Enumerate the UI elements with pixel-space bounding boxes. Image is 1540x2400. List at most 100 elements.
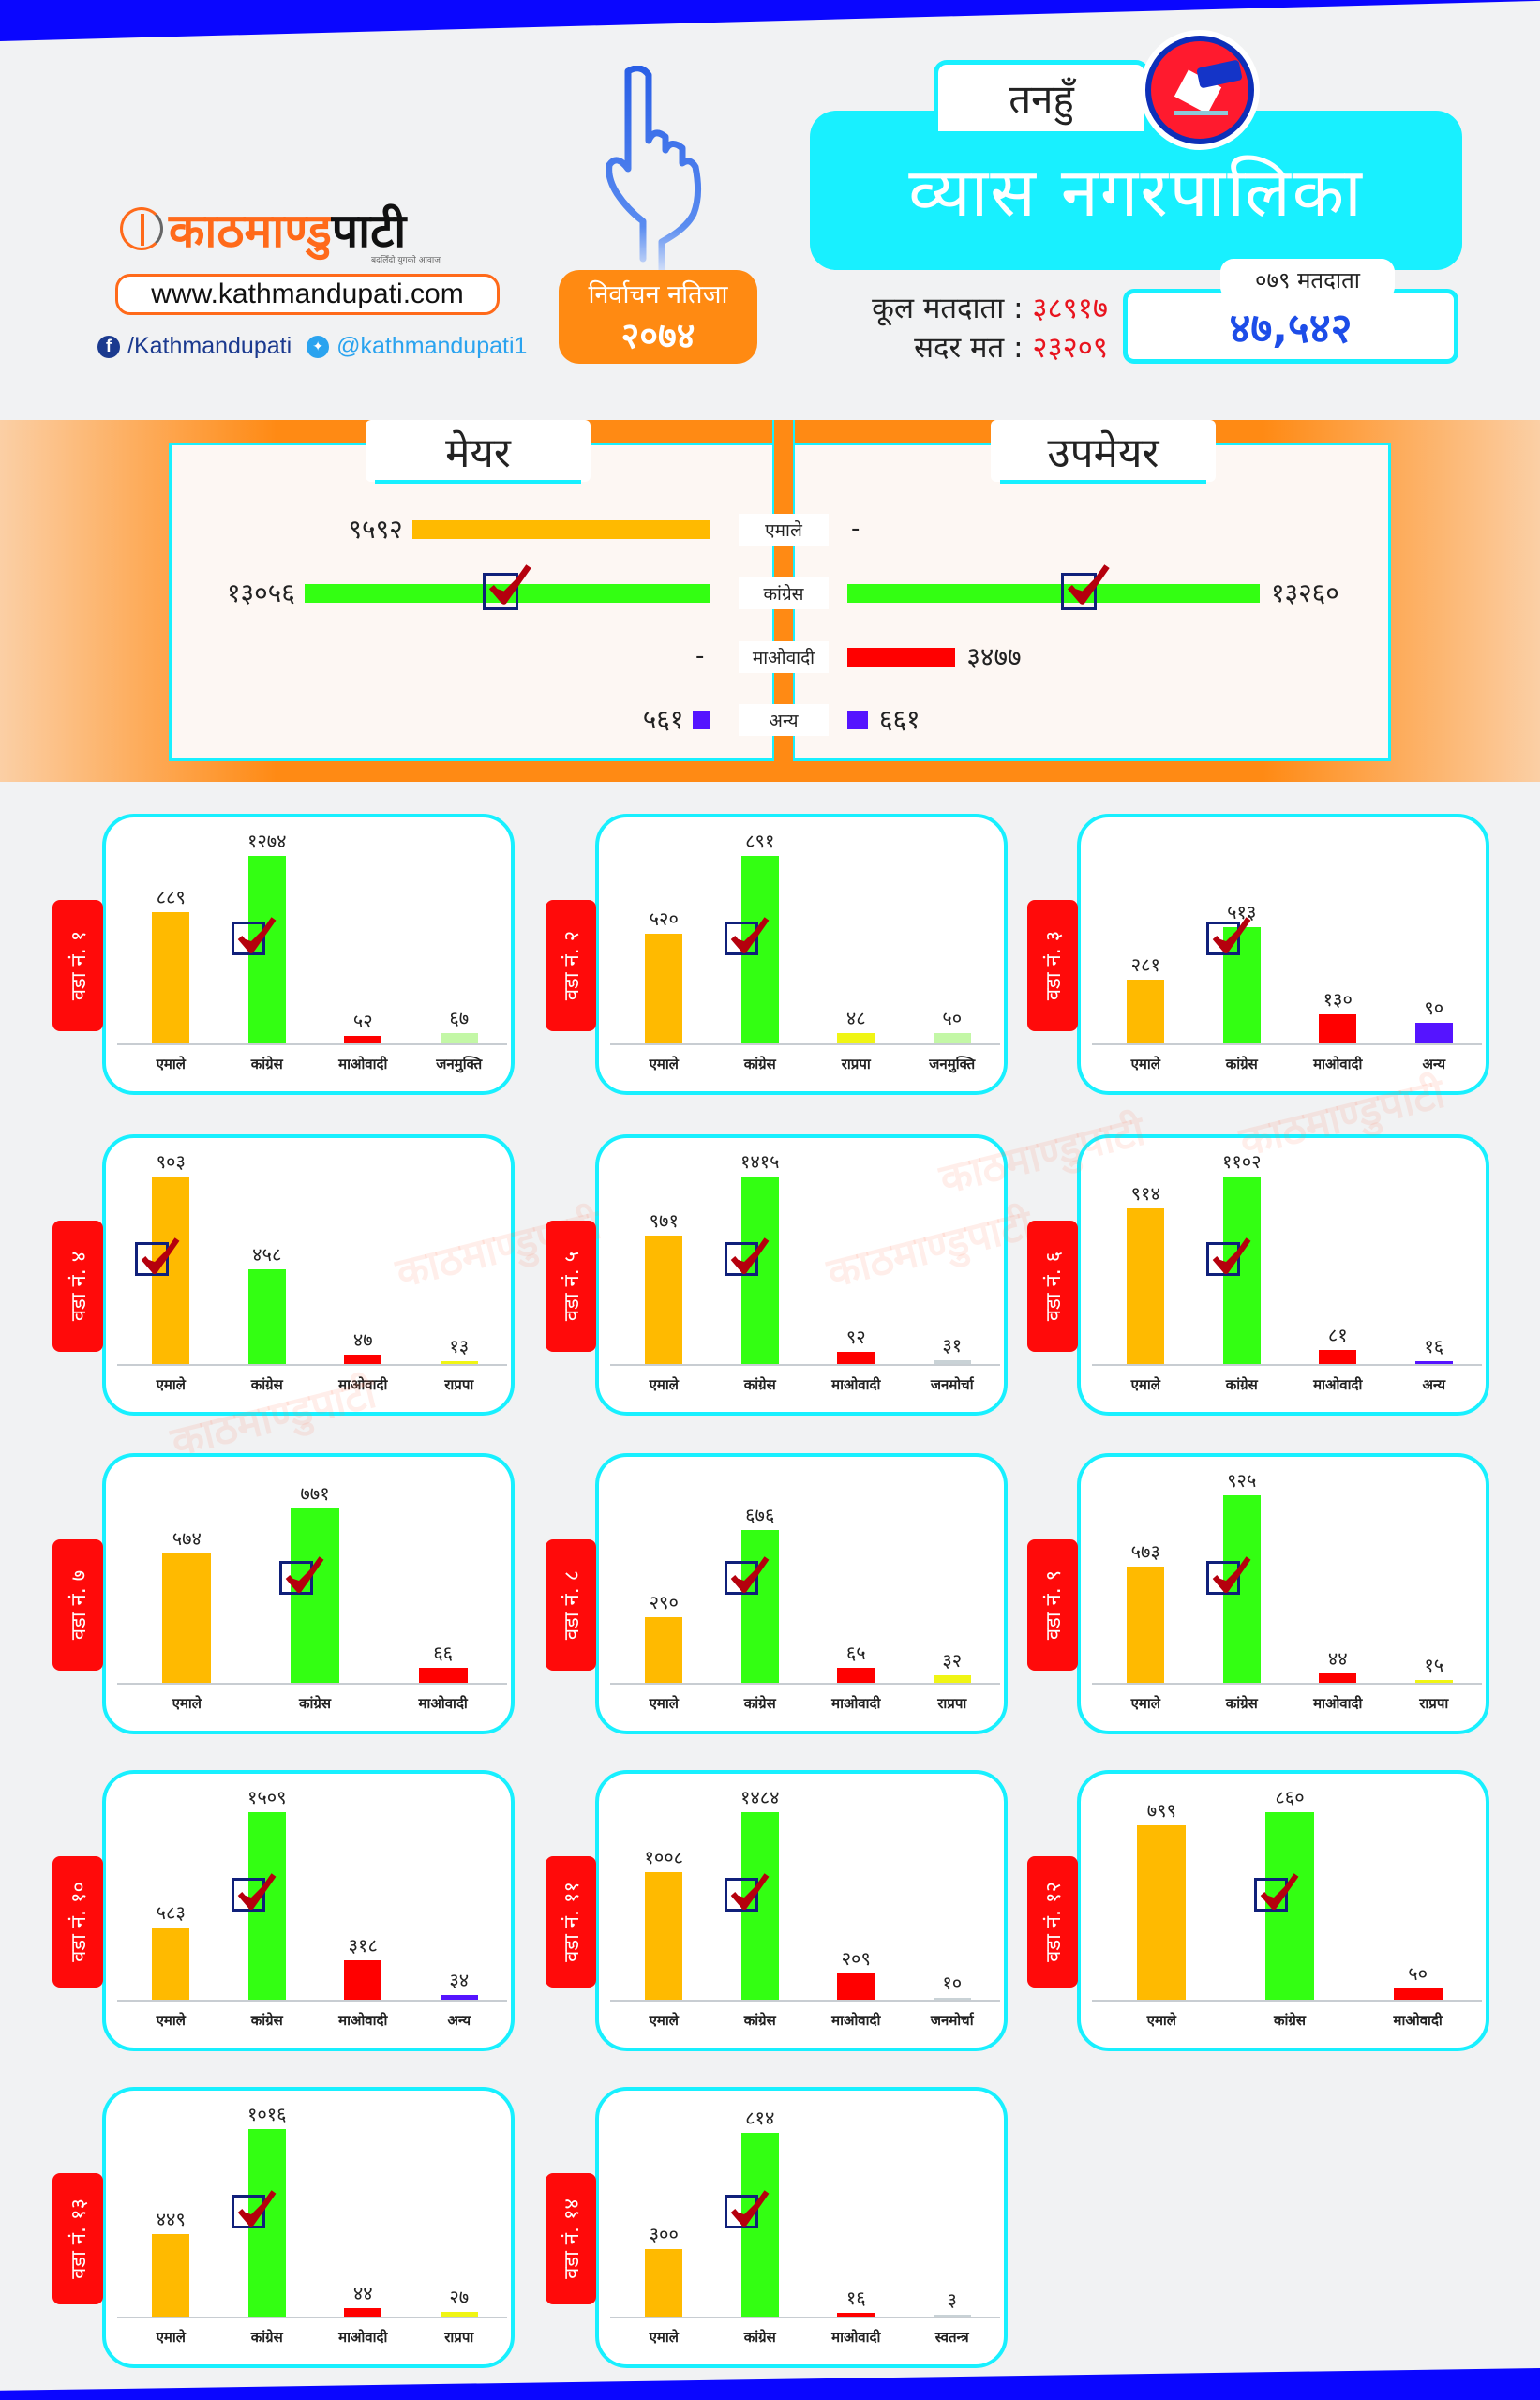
logo: काठमाण्डु पाटी बदलिँदो युगको आवाज	[120, 197, 441, 265]
voter-stats: कूल मतदाता : ३८९१७ सदर मत : २३२०९	[808, 289, 1108, 368]
category-label: कांग्रेस	[1225, 1376, 1258, 1393]
x-axis-line	[610, 2317, 1000, 2318]
party-label: कांग्रेस	[739, 578, 829, 609]
bar-maoist	[1319, 1350, 1357, 1364]
category-label: एमाले	[1130, 1056, 1160, 1072]
voters-079-value: ४७,५४२	[1229, 305, 1353, 352]
category-label: स्वतन्त्र	[934, 2329, 969, 2346]
deputy-mayor-title: उपमेयर	[991, 420, 1216, 484]
facebook-link[interactable]: /Kathmandupati	[127, 333, 292, 359]
total-voters-value: ३८९१७	[1032, 292, 1108, 325]
ward-chart-10: वडा नं. १० ५८३ एमाले १५०९ कांग्रेस ३१८ माओवादी…	[49, 1762, 515, 2051]
bar-value-label: ८१	[1327, 1324, 1348, 1347]
ward-number-label: वडा नं. १२	[1042, 1882, 1066, 1962]
bar-value-label: ९०	[1424, 997, 1444, 1020]
ward-number-tag: वडा नं. १	[52, 900, 103, 1031]
x-axis-line	[1092, 2000, 1482, 2002]
x-axis-line	[610, 1364, 1000, 1366]
bar-congress	[740, 2132, 779, 2317]
bar-value-label: १६	[845, 2287, 866, 2310]
category-label: कांग्रेस	[250, 1376, 283, 1393]
ward-chart-9: वडा नं. ९ ५७३ एमाले ९२५ कांग्रेस ४४ माओवादी १५ र…	[1024, 1446, 1489, 1734]
ward-number-tag: वडा नं. २	[546, 900, 596, 1031]
category-label: जनमुक्ति	[929, 1056, 976, 1072]
ward-number-label: वडा नं. १३	[67, 2198, 91, 2279]
social-links: f /Kathmandupati ✦ @kathmandupati1	[97, 333, 527, 360]
deputy-value: ३४७७	[966, 641, 1022, 672]
ward-number-tag: वडा नं. ६	[1027, 1221, 1078, 1352]
category-label: माओवादी	[831, 1376, 881, 1393]
bar-maoist	[344, 1354, 382, 1364]
category-label: कांग्रेस	[743, 2012, 776, 2029]
bar-congress	[740, 1530, 779, 1683]
bar-value-label: ६७६	[745, 1504, 775, 1527]
winner-check-icon	[1254, 1873, 1299, 1912]
bar-value-label: ६६	[433, 1642, 454, 1665]
bar-uml	[152, 1927, 190, 2000]
website-link[interactable]: www.kathmandupati.com	[115, 274, 500, 315]
bar-value-label: ५७४	[172, 1526, 202, 1550]
bar-janamorcha	[933, 1359, 971, 1364]
bar-value-label: ८८९	[156, 886, 186, 909]
mayor-value: ५६१	[642, 704, 684, 735]
logo-text-primary: काठमाण्डु	[169, 203, 332, 258]
winner-check-icon	[1061, 564, 1111, 610]
category-label: जनमोर्चा	[930, 2012, 974, 2029]
bar-value-label: ५०	[942, 1006, 963, 1029]
party-label: एमाले	[739, 514, 829, 546]
category-label: माओवादी	[831, 1695, 881, 1712]
bar-value-label: ४७	[352, 1328, 373, 1351]
x-axis-line	[1092, 1683, 1482, 1685]
category-label: माओवादी	[1313, 1695, 1363, 1712]
voters-079-label: ०७९ मतदाता	[1220, 259, 1395, 300]
winner-check-icon	[724, 1556, 770, 1595]
category-label: अन्य	[1422, 1376, 1446, 1393]
ward-plot: १००८ एमाले १४८४ कांग्रेस २०९ माओवादी १० जनमोर्च…	[595, 1770, 1008, 2051]
x-axis-line	[117, 2317, 507, 2318]
bar-maoist	[837, 2313, 875, 2317]
category-label: एमाले	[649, 1376, 679, 1393]
mayor-value: ९५९२	[348, 514, 403, 545]
category-label: एमाले	[1146, 2012, 1176, 2029]
bar-maoist	[344, 1959, 382, 2000]
ward-number-label: वडा नं. ६	[1042, 1251, 1066, 1322]
bar-value-label: ६७	[449, 1007, 470, 1030]
x-axis-line	[610, 1683, 1000, 1685]
bar-value-label: १४१५	[740, 1150, 780, 1173]
ward-chart-3: वडा नं. ३ २८१ एमाले ५१३ कांग्रेस १३० माओवादी ९०…	[1024, 806, 1489, 1095]
category-label: कांग्रेस	[1225, 1695, 1258, 1712]
bar-janamukti	[440, 1033, 478, 1043]
bar-rpp	[1414, 1679, 1453, 1683]
category-label: एमाले	[649, 2329, 679, 2346]
bar-value-label: ४४९	[156, 2207, 186, 2230]
total-voters-label: कूल मतदाता :	[872, 292, 1024, 325]
category-label: कांग्रेस	[743, 1695, 776, 1712]
bar-rpp	[440, 2311, 478, 2317]
bar-value-label: ५१३	[1227, 901, 1257, 924]
ward-number-tag: वडा नं. ८	[546, 1539, 596, 1671]
category-label: एमाले	[156, 1056, 186, 1072]
mayor-value-empty: -	[695, 642, 705, 670]
ward-number-tag: वडा नं. ७	[52, 1539, 103, 1671]
ward-number-tag: वडा नं. १३	[52, 2173, 103, 2304]
category-label: एमाले	[156, 2329, 186, 2346]
bar-value-label: २७	[449, 2285, 470, 2308]
twitter-link[interactable]: @kathmandupati1	[336, 333, 528, 359]
category-label: माओवादी	[1393, 2012, 1443, 2029]
bar-independent	[933, 2315, 971, 2317]
bar-value-label: ३००	[649, 2222, 679, 2245]
bar-uml	[645, 934, 683, 1043]
bar-value-label: ३	[947, 2288, 957, 2311]
logo-tagline: बदलिँदो युगको आवाज	[371, 256, 441, 265]
ward-number-label: वडा नं. ३	[1042, 930, 1066, 1001]
bar-congress	[291, 1508, 339, 1683]
district-name: तनहुँ	[934, 60, 1149, 131]
category-label: राप्रपा	[444, 1376, 474, 1393]
category-label: कांग्रेस	[1225, 1056, 1258, 1072]
category-label: एमाले	[649, 2012, 679, 2029]
mayor-bar-other	[693, 711, 710, 729]
winner-check-icon	[724, 2190, 770, 2228]
x-axis-line	[1092, 1043, 1482, 1045]
bar-value-label: १४८४	[740, 1786, 780, 1808]
bar-value-label: ४५८	[252, 1242, 282, 1266]
